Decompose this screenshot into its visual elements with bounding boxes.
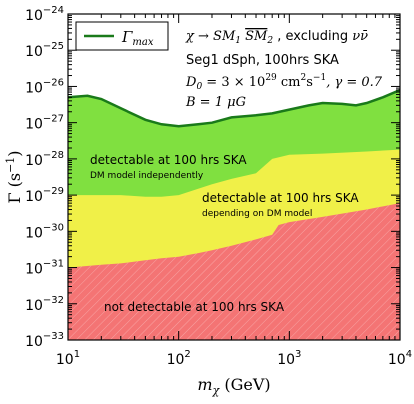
target-annotation: Seg1 dSph, 100hrs SKA [186,53,339,68]
y-tick-label: 10−31 [25,259,64,278]
d0-annotation: D0 = 3 × 1029 cm2s−1, γ = 0.7 [185,73,383,92]
x-tick-label: 104 [388,349,412,368]
y-tick-label: 10−28 [25,150,64,169]
y-axis-label: Γ (s−1) [4,150,24,203]
gamma-max-line [68,88,400,128]
y-tick-label: 10−32 [25,295,64,314]
y-tick-label: 10−33 [25,331,64,350]
y-tick-label: 10−25 [25,41,64,60]
x-axis-label: mχ (GeV) [197,375,270,397]
y-tick-label: 10−30 [25,222,64,241]
b-field-annotation: B = 1 μG [185,95,246,110]
legend-label: Γmax [121,28,154,48]
x-tick-label: 102 [167,349,191,368]
y-tick-label: 10−27 [25,114,64,133]
process-annotation: χ → SM1 SM2 , excluding νν̄ [185,29,368,46]
y-tick-labels: 10−33 10−32 10−31 10−30 10−29 10−28 10−27 10−26… [25,5,64,350]
yellow-region-sublabel: depending on DM model [202,209,312,219]
yellow-region-label: detectable at 100 hrs SKA [202,191,359,205]
legend: Γmax [75,21,169,51]
x-tick-label: 103 [277,349,301,368]
x-tick-label: 101 [56,349,80,368]
plot-frame [67,13,401,341]
green-region-sublabel: DM model independently [90,171,204,181]
plot-area [68,14,400,340]
green-region-label: detectable at 100 hrs SKA [90,153,247,167]
tick-marks [67,13,401,341]
y-tick-label: 10−24 [25,5,64,24]
y-tick-label: 10−29 [25,186,64,205]
y-tick-label: 10−26 [25,77,64,96]
not-detectable-hatch [68,203,400,340]
x-tick-labels: 101 102 103 104 [56,349,412,368]
red-region-label: not detectable at 100 hrs SKA [104,300,285,314]
